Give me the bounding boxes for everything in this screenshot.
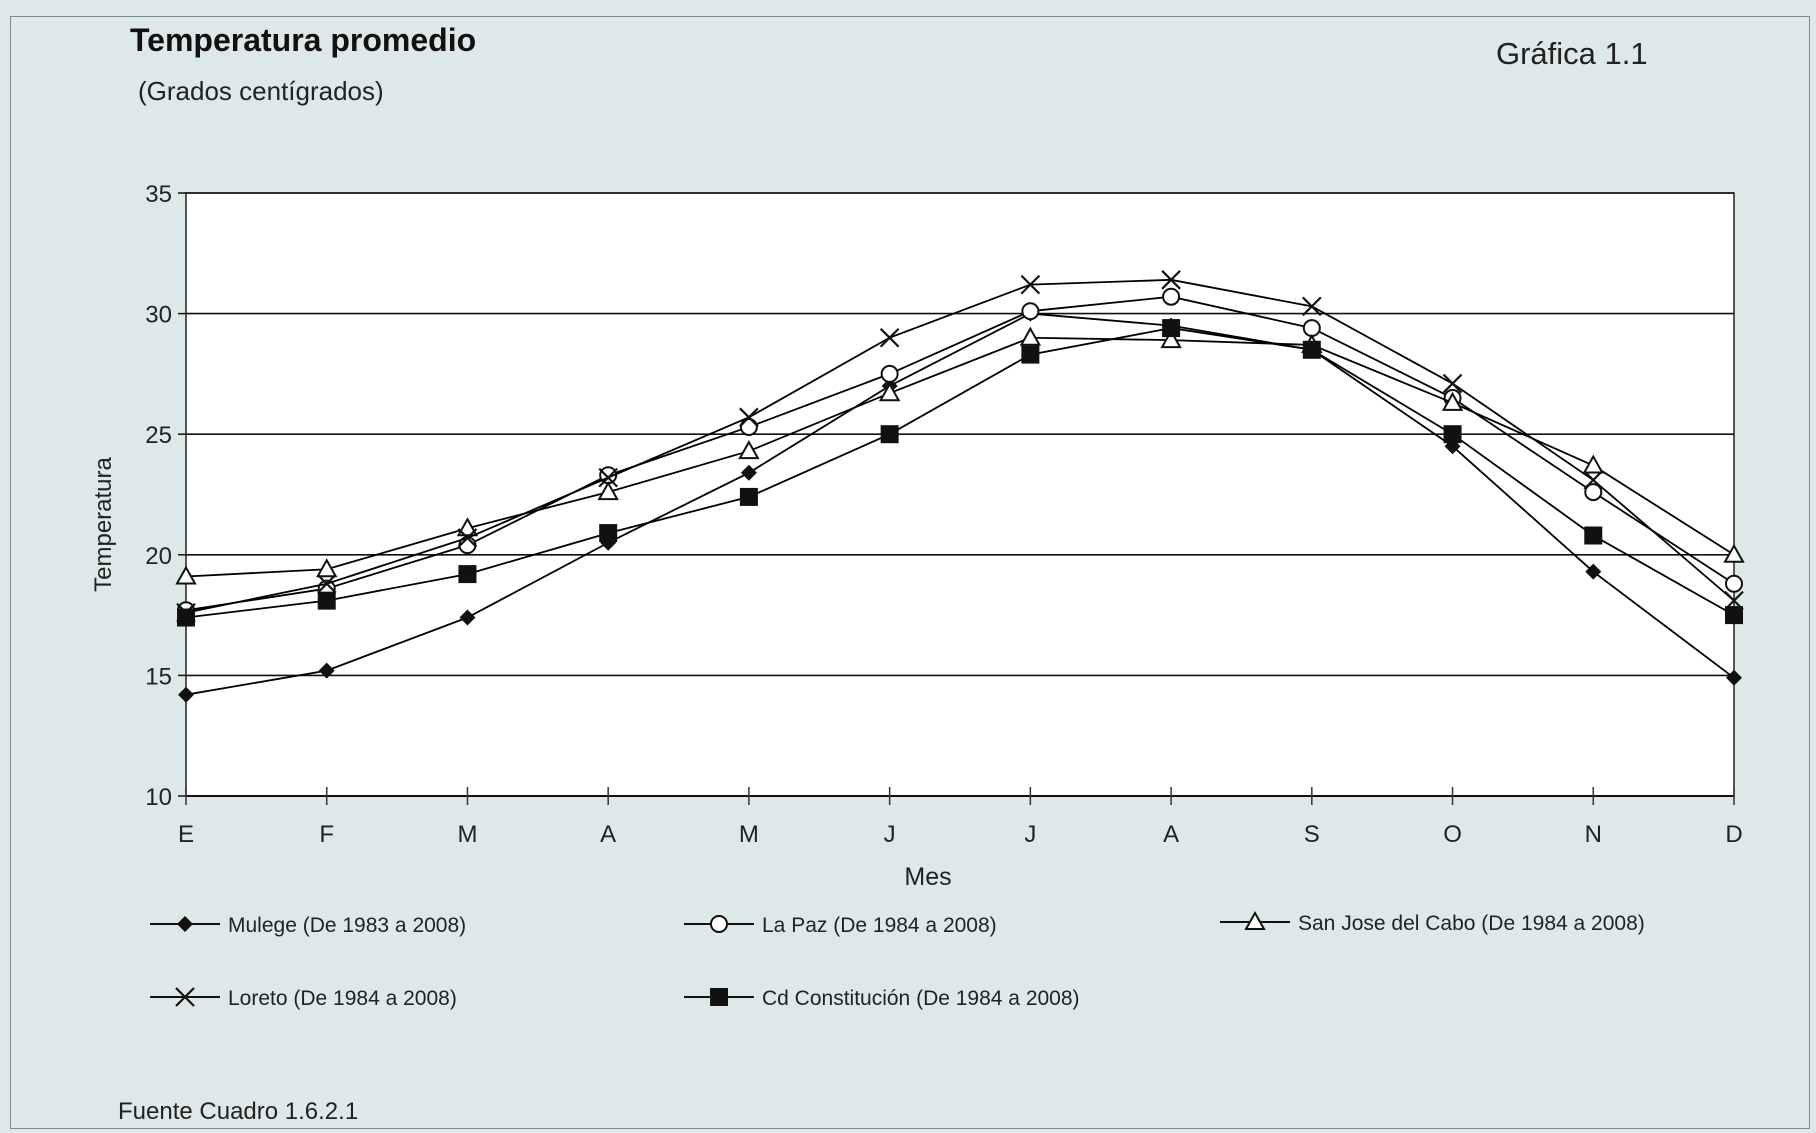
y-tick-label: 35 (145, 181, 172, 208)
data-point (1021, 345, 1040, 364)
data-point (1585, 563, 1602, 580)
data-point (739, 487, 758, 506)
data-point (456, 517, 479, 537)
legend-marker (710, 915, 728, 933)
data-point (599, 524, 618, 543)
y-tick-label: 15 (145, 663, 172, 690)
x-tick-label: D (1725, 821, 1742, 848)
plot-area (185, 192, 1735, 797)
x-tick-label: J (1024, 821, 1036, 848)
series-line (185, 312, 1735, 696)
y-axis-title: Temperatura (90, 456, 117, 591)
data-point (1725, 606, 1743, 625)
data-point (1021, 302, 1040, 321)
y-tick-label: 25 (145, 422, 172, 449)
data-point (878, 382, 901, 402)
data-point (458, 565, 477, 584)
data-point (739, 407, 759, 428)
legend-label: La Paz (De 1984 a 2008) (762, 914, 997, 937)
data-point (880, 364, 899, 383)
data-point (459, 609, 476, 626)
series-line (185, 336, 1735, 578)
data-point (1726, 669, 1742, 686)
data-point (1302, 340, 1321, 359)
legend-item-2: La Paz (De 1984 a 2008) (684, 914, 997, 937)
data-point (1441, 391, 1464, 411)
data-point (1582, 454, 1604, 474)
legend-item-5: Cd Constitución (De 1984 a 2008) (684, 987, 1080, 1010)
data-point (1162, 287, 1181, 306)
y-tick-label: 10 (145, 784, 172, 811)
legend-marker (177, 916, 193, 932)
data-point (1583, 470, 1604, 490)
figure-label: Gráfica 1.1 (1496, 36, 1648, 71)
x-tick-label: O (1443, 821, 1462, 848)
data-point (1725, 574, 1743, 593)
data-point (177, 608, 195, 627)
data-point (738, 440, 760, 460)
x-tick-label: J (884, 821, 896, 848)
legend-item-1: Mulege (De 1983 a 2008) (150, 914, 466, 937)
x-axis-title: Mes (904, 863, 951, 891)
legend-label: Loreto (De 1984 a 2008) (228, 987, 457, 1010)
legend-item-4: Loreto (De 1984 a 2008) (150, 987, 457, 1010)
series-5 (177, 319, 1743, 627)
data-point (1020, 274, 1041, 295)
data-point (879, 327, 900, 348)
data-point (457, 528, 478, 548)
legend-item-3: San Jose del Cabo (De 1984 a 2008) (1220, 910, 1645, 935)
data-point (1302, 319, 1321, 338)
data-point (740, 464, 757, 481)
data-point (316, 573, 337, 594)
legend-marker (175, 987, 195, 1007)
series-line (185, 278, 1735, 614)
legend-label: Mulege (De 1983 a 2008) (228, 914, 466, 937)
data-point (175, 565, 197, 585)
x-tick-label: S (1304, 821, 1320, 848)
x-tick-label: A (600, 821, 616, 848)
chart-frame (10, 16, 1810, 1129)
data-point (178, 686, 194, 703)
data-point (1442, 373, 1463, 394)
y-tick-label: 30 (145, 302, 172, 329)
data-point (1019, 326, 1042, 346)
data-point (598, 467, 618, 488)
data-point (1723, 543, 1745, 563)
legend-label: Cd Constitución (De 1984 a 2008) (762, 987, 1080, 1010)
x-tick-label: M (457, 821, 477, 848)
chart-title: Temperatura promedio (130, 22, 477, 58)
data-point (739, 417, 758, 436)
source-note: Fuente Cuadro 1.6.2.1 (118, 1098, 359, 1125)
data-point (1584, 483, 1603, 502)
legend-marker (710, 988, 728, 1006)
chart-subtitle: (Grados centígrados) (138, 76, 384, 106)
data-point (1160, 329, 1182, 349)
data-point (880, 425, 899, 444)
series-line (185, 327, 1735, 619)
x-tick-label: E (178, 821, 194, 848)
data-point (317, 591, 336, 610)
data-point (597, 481, 619, 501)
x-tick-label: A (1163, 821, 1179, 848)
series-3 (175, 326, 1745, 585)
data-point (316, 558, 338, 578)
x-tick-label: N (1585, 821, 1602, 848)
data-point (318, 662, 335, 679)
data-point (1584, 526, 1603, 545)
data-point (1302, 296, 1322, 317)
legend-marker (1244, 910, 1266, 930)
data-point (1161, 270, 1181, 290)
y-tick-label: 20 (145, 543, 172, 570)
data-point (1443, 425, 1462, 444)
x-tick-label: F (319, 821, 334, 848)
x-tick-label: M (739, 821, 759, 848)
data-point (1162, 319, 1181, 338)
legend-label: San Jose del Cabo (De 1984 a 2008) (1298, 912, 1645, 935)
